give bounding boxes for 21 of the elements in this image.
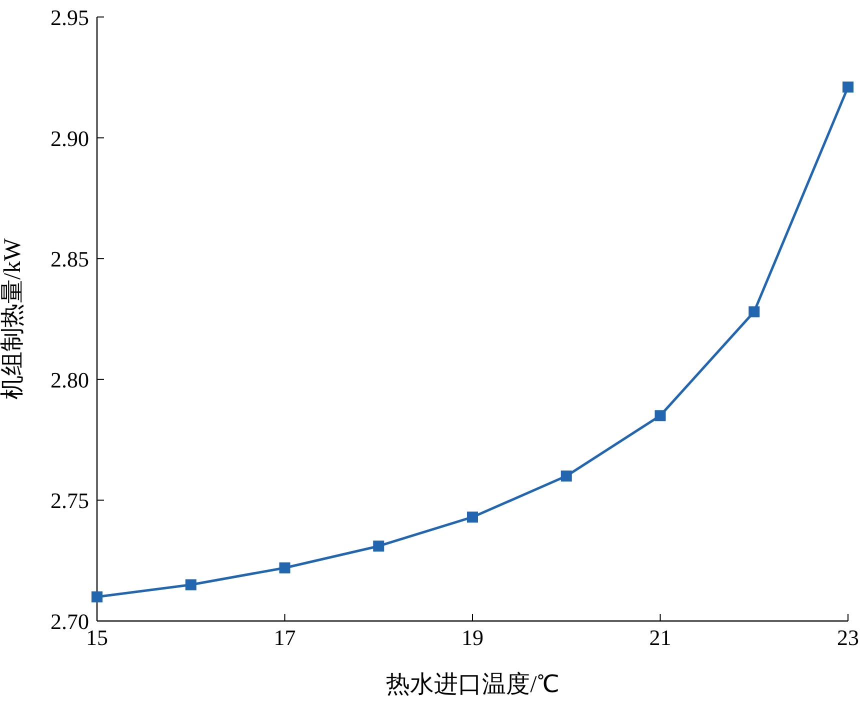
point xyxy=(654,410,666,422)
y-axis-title: 机组制热量/kW xyxy=(0,238,26,400)
point xyxy=(373,540,384,552)
point xyxy=(185,579,196,590)
point xyxy=(92,591,102,602)
y-tick-label: 2.95 xyxy=(50,5,89,30)
point xyxy=(279,562,290,574)
x-tick-label: 17 xyxy=(274,625,296,650)
point xyxy=(748,306,760,318)
y-tick-label: 2.80 xyxy=(50,367,89,392)
x-tick-label: 23 xyxy=(837,625,859,650)
point xyxy=(467,512,478,523)
y-tick-label: 2.85 xyxy=(50,246,89,272)
x-tick-label: 21 xyxy=(649,625,672,650)
x-tick-label: 19 xyxy=(462,625,484,650)
x-axis-title: 热水进口温度/℃ xyxy=(386,671,559,698)
y-tick-label: 2.75 xyxy=(50,488,89,514)
point xyxy=(842,82,854,93)
y-tick-label: 2.70 xyxy=(50,609,89,634)
y-tick-label: 2.90 xyxy=(50,126,89,151)
point xyxy=(560,470,572,482)
